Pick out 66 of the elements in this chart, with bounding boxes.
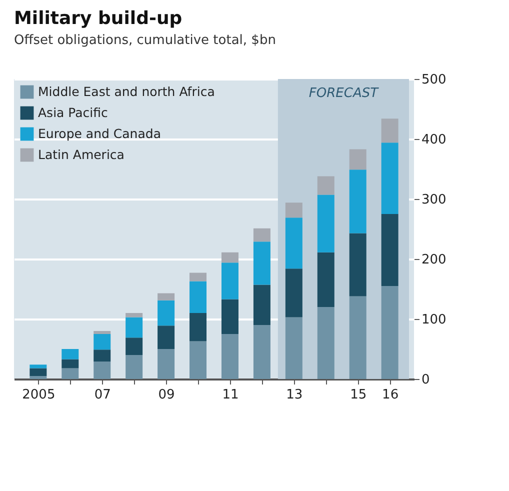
bar [349,233,366,296]
x-tick-label: 2005 [22,388,56,402]
legend-label: Europe and Canada [38,126,161,141]
bar [253,242,270,285]
bar [190,281,207,313]
bar [30,364,47,368]
bar [30,368,47,376]
bar [381,214,398,286]
bar [285,268,302,318]
y-tick-label: 200 [422,252,446,268]
bar [221,299,238,334]
bar [94,362,111,379]
x-tick-label: 16 [382,388,399,402]
bar [126,317,143,338]
bar [158,349,175,379]
bar [285,317,302,379]
chart-subtitle: Offset obligations, cumulative total, $bn [14,33,276,48]
bar [126,313,143,318]
bar [62,349,79,360]
bar [126,355,143,379]
bar [221,334,238,379]
bar [94,350,111,362]
bar [190,313,207,342]
x-tick-label: 11 [222,388,239,402]
y-tick-label: 300 [422,192,446,208]
bar [317,252,334,307]
bar [349,296,366,379]
bar [94,334,111,350]
bar [126,338,143,355]
bar [381,142,398,214]
y-tick-label: 100 [422,312,446,328]
x-tick-label: 13 [286,388,303,402]
x-tick-label: 15 [350,388,367,402]
bar [349,149,366,170]
bar [158,326,175,349]
x-tick-label: 09 [158,388,175,402]
bar [349,170,366,234]
band-label: FORECAST [308,86,380,101]
bar [381,118,398,143]
bar [158,293,175,300]
bar [190,272,207,282]
bar [190,341,207,379]
bar [285,218,302,269]
bar [381,286,398,379]
bar [158,300,175,326]
bar [221,252,238,263]
bar [317,194,334,252]
legend-label: Middle East and north Africa [38,84,215,99]
bar [221,262,238,300]
bar [285,202,302,218]
bar [253,284,270,325]
legend-label: Latin America [38,147,124,162]
bar [30,376,47,379]
bar [317,176,334,195]
bar [253,325,270,379]
bar [62,359,79,368]
x-tick-label: 07 [94,388,111,402]
y-tick-label: 500 [422,72,446,88]
bar [94,331,111,334]
bar [253,228,270,242]
legend-label: Asia Pacific [38,105,108,120]
bar [317,307,334,379]
chart-title: Military build-up [14,8,182,29]
y-tick-label: 400 [422,132,446,148]
bar [62,368,79,379]
y-tick-label: 0 [422,372,430,388]
